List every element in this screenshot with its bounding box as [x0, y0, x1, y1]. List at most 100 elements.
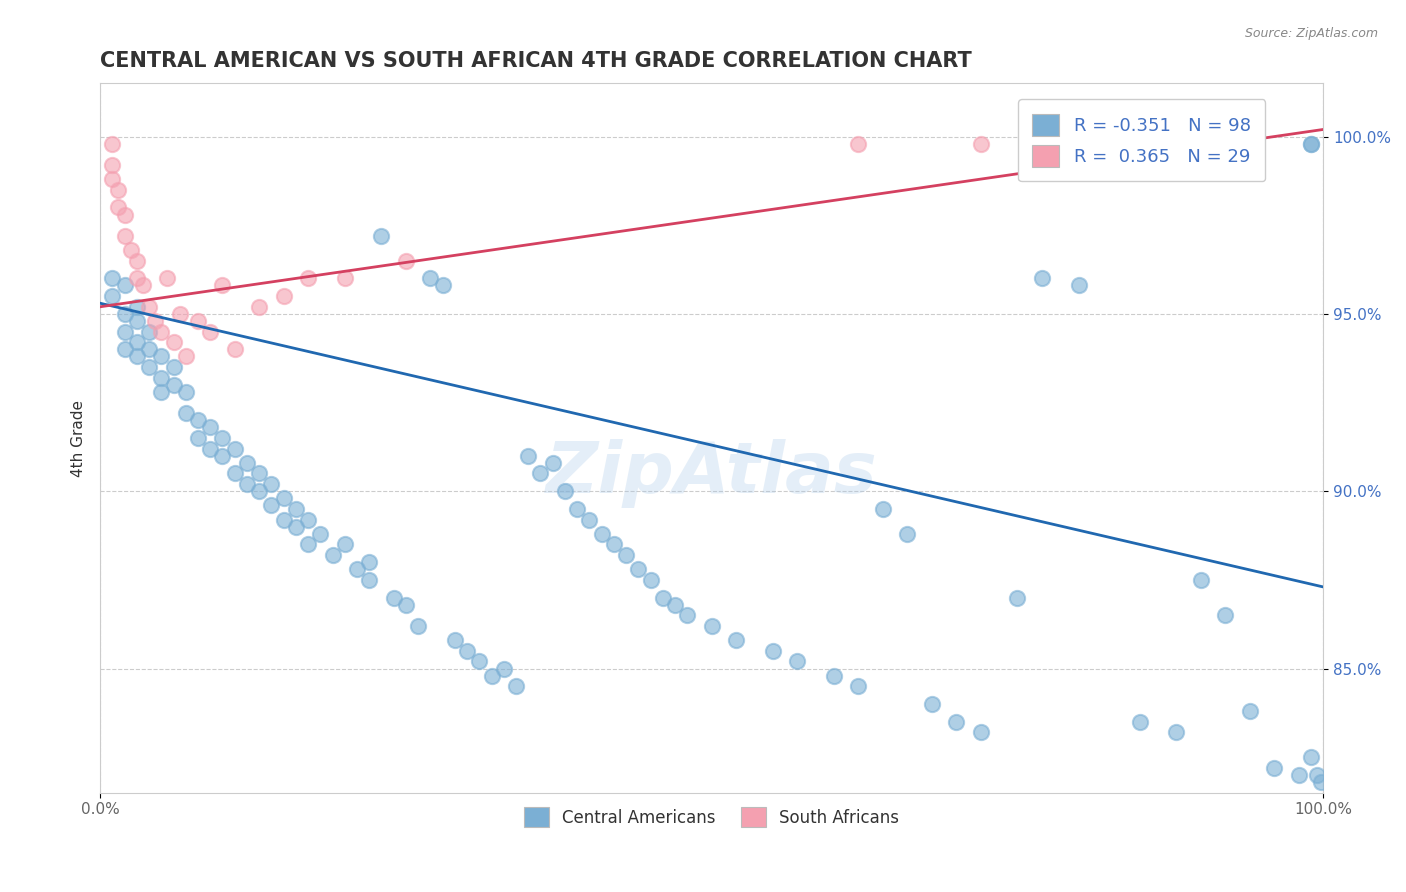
- Point: [359, 573, 381, 587]
- Point: [896, 526, 918, 541]
- Point: [1067, 278, 1090, 293]
- Point: [651, 591, 673, 605]
- Point: [247, 467, 270, 481]
- Point: [1263, 761, 1285, 775]
- Point: [125, 253, 148, 268]
- Point: [169, 307, 191, 321]
- Point: [284, 519, 307, 533]
- Point: [1288, 768, 1310, 782]
- Point: [284, 502, 307, 516]
- Point: [640, 573, 662, 587]
- Point: [107, 183, 129, 197]
- Point: [309, 526, 332, 541]
- Point: [382, 591, 405, 605]
- Point: [150, 325, 173, 339]
- Point: [125, 314, 148, 328]
- Point: [224, 343, 246, 357]
- Point: [150, 384, 173, 399]
- Point: [156, 271, 179, 285]
- Point: [200, 325, 222, 339]
- Point: [395, 598, 418, 612]
- Point: [125, 350, 148, 364]
- Point: [187, 314, 209, 328]
- Point: [138, 343, 160, 357]
- Point: [505, 679, 527, 693]
- Point: [419, 271, 441, 285]
- Point: [211, 449, 233, 463]
- Point: [114, 307, 136, 321]
- Point: [101, 271, 124, 285]
- Point: [174, 406, 197, 420]
- Point: [101, 172, 124, 186]
- Point: [297, 512, 319, 526]
- Point: [578, 512, 600, 526]
- Point: [468, 655, 491, 669]
- Point: [614, 548, 637, 562]
- Point: [432, 278, 454, 293]
- Point: [1166, 725, 1188, 739]
- Point: [627, 562, 650, 576]
- Point: [970, 136, 993, 151]
- Point: [114, 343, 136, 357]
- Point: [174, 384, 197, 399]
- Point: [848, 679, 870, 693]
- Point: [247, 484, 270, 499]
- Point: [406, 619, 429, 633]
- Point: [174, 350, 197, 364]
- Point: [114, 208, 136, 222]
- Point: [333, 537, 356, 551]
- Point: [456, 644, 478, 658]
- Point: [1306, 768, 1329, 782]
- Legend: Central Americans, South Africans: Central Americans, South Africans: [517, 800, 905, 834]
- Point: [273, 289, 295, 303]
- Point: [114, 278, 136, 293]
- Text: Source: ZipAtlas.com: Source: ZipAtlas.com: [1244, 27, 1378, 40]
- Point: [1309, 775, 1331, 789]
- Point: [247, 300, 270, 314]
- Point: [224, 442, 246, 456]
- Point: [120, 243, 142, 257]
- Point: [107, 201, 129, 215]
- Point: [492, 661, 515, 675]
- Point: [101, 158, 124, 172]
- Point: [1299, 136, 1322, 151]
- Point: [1007, 591, 1029, 605]
- Point: [676, 608, 699, 623]
- Point: [664, 598, 686, 612]
- Point: [273, 491, 295, 506]
- Point: [945, 714, 967, 729]
- Point: [162, 377, 184, 392]
- Point: [848, 136, 870, 151]
- Point: [786, 655, 808, 669]
- Point: [138, 360, 160, 375]
- Point: [125, 335, 148, 350]
- Point: [273, 512, 295, 526]
- Point: [150, 370, 173, 384]
- Point: [297, 537, 319, 551]
- Point: [114, 325, 136, 339]
- Point: [322, 548, 344, 562]
- Point: [200, 420, 222, 434]
- Point: [554, 484, 576, 499]
- Point: [1189, 573, 1212, 587]
- Point: [132, 278, 155, 293]
- Point: [236, 456, 259, 470]
- Point: [125, 271, 148, 285]
- Point: [603, 537, 626, 551]
- Point: [762, 644, 785, 658]
- Point: [101, 289, 124, 303]
- Point: [541, 456, 564, 470]
- Point: [872, 502, 894, 516]
- Point: [211, 278, 233, 293]
- Point: [297, 271, 319, 285]
- Point: [162, 360, 184, 375]
- Point: [150, 350, 173, 364]
- Point: [138, 300, 160, 314]
- Point: [1239, 704, 1261, 718]
- Point: [529, 467, 551, 481]
- Point: [211, 431, 233, 445]
- Point: [260, 499, 283, 513]
- Point: [138, 325, 160, 339]
- Point: [224, 467, 246, 481]
- Point: [200, 442, 222, 456]
